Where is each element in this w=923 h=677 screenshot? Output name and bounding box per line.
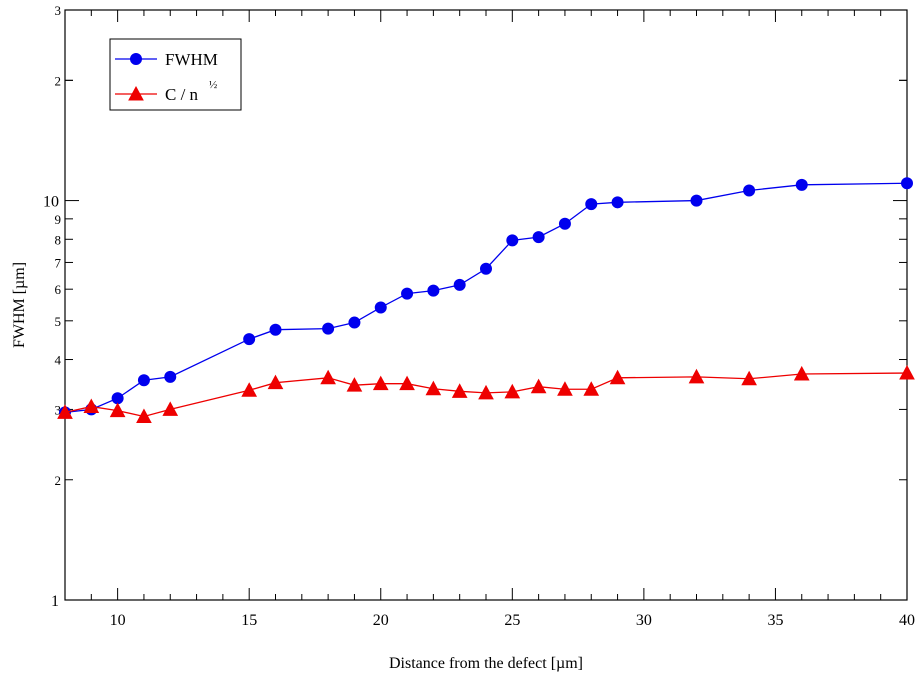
y-minor-tick-label: 4 xyxy=(55,353,62,368)
data-point xyxy=(241,382,258,397)
y-minor-tick-label: 8 xyxy=(55,232,62,247)
y-minor-tick-label: 9 xyxy=(55,212,62,227)
y-minor-tick-label: 3 xyxy=(55,3,62,18)
data-point xyxy=(688,368,705,384)
data-point xyxy=(243,333,256,346)
data-point xyxy=(506,234,519,247)
data-point xyxy=(478,384,494,400)
x-tick-label: 30 xyxy=(636,612,652,629)
data-point xyxy=(425,380,442,396)
data-point xyxy=(609,369,626,385)
legend-marker-cn xyxy=(128,85,144,101)
data-point xyxy=(399,375,415,391)
legend-label-cn: C / n xyxy=(165,85,199,104)
data-point xyxy=(164,370,177,383)
data-point xyxy=(795,178,808,191)
y-minor-tick-label: 6 xyxy=(55,282,62,297)
data-point xyxy=(558,217,571,230)
data-point xyxy=(372,375,389,391)
data-point xyxy=(322,322,335,335)
tick-labels: 10 15 20 25 30 35 40 1 10 2 3 4 5 6 7 8 9 2 3 xyxy=(43,3,915,629)
data-point xyxy=(83,398,100,414)
x-tick-label: 20 xyxy=(373,612,389,629)
data-point xyxy=(109,402,126,418)
data-point xyxy=(374,301,387,314)
data-point xyxy=(741,370,757,386)
series-layer xyxy=(57,177,915,424)
y-minor-tick-label: 2 xyxy=(55,473,62,488)
data-point xyxy=(401,287,414,300)
data-point xyxy=(346,377,363,392)
data-point xyxy=(57,404,73,419)
data-point xyxy=(532,231,545,244)
data-point xyxy=(585,198,598,211)
series-line xyxy=(64,182,908,413)
data-point xyxy=(611,196,624,209)
data-point xyxy=(320,369,336,385)
legend-label-cn-superscript: ½ xyxy=(209,79,217,91)
data-point xyxy=(136,408,152,424)
y-minor-tick-label: 3 xyxy=(55,402,62,417)
x-tick-label: 10 xyxy=(110,612,126,629)
data-point xyxy=(348,316,361,329)
x-tick-label: 35 xyxy=(767,612,783,629)
data-point xyxy=(162,401,179,416)
data-point xyxy=(480,262,492,275)
series-0 xyxy=(59,177,913,419)
x-axis-title: Distance from the defect [µm] xyxy=(389,655,583,672)
data-point xyxy=(427,284,440,297)
y-axis-title: FWHM [µm] xyxy=(11,262,28,348)
data-point xyxy=(557,381,573,396)
data-point xyxy=(793,365,810,381)
y-tick-label: 1 xyxy=(51,593,59,610)
data-point xyxy=(901,177,913,190)
x-tick-label: 40 xyxy=(899,612,915,629)
data-point xyxy=(137,374,150,387)
y-minor-tick-label: 2 xyxy=(55,73,62,88)
axis-ticks xyxy=(64,9,908,601)
data-point xyxy=(690,194,703,207)
x-tick-label: 25 xyxy=(504,612,520,629)
legend-label-fwhm: FWHM xyxy=(165,50,218,69)
series-1 xyxy=(57,364,915,424)
y-minor-tick-label: 7 xyxy=(55,255,62,270)
data-point xyxy=(269,323,282,336)
y-tick-label: 10 xyxy=(43,194,59,211)
data-point xyxy=(111,392,124,405)
data-point xyxy=(899,364,915,380)
legend: FWHM C / n ½ xyxy=(109,38,242,111)
legend-marker-fwhm xyxy=(130,53,142,65)
data-point xyxy=(504,383,521,399)
data-point xyxy=(583,381,600,396)
data-point xyxy=(743,184,756,197)
data-point xyxy=(453,278,466,291)
data-point xyxy=(267,374,284,390)
data-point xyxy=(530,378,547,394)
x-tick-label: 15 xyxy=(241,612,257,629)
data-point xyxy=(451,383,468,398)
y-minor-tick-label: 5 xyxy=(55,314,62,329)
